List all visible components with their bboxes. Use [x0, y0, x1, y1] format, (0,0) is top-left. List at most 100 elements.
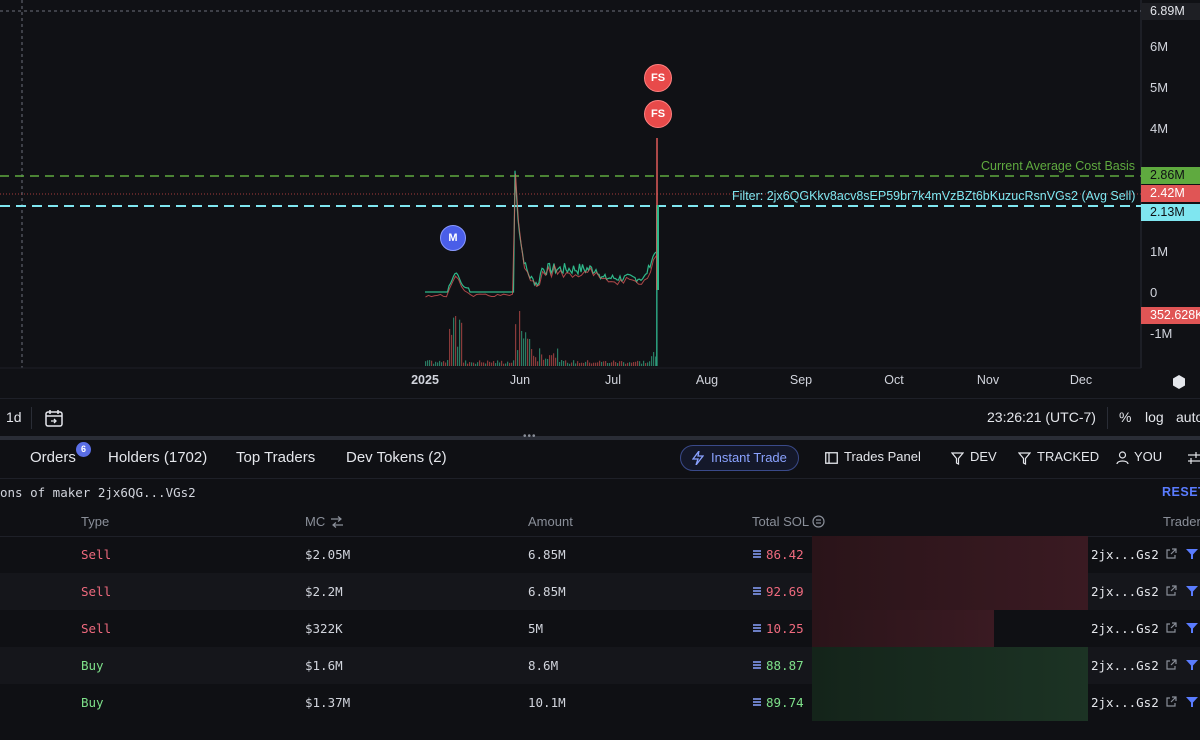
- volume-bar: [625, 363, 627, 366]
- price-chart[interactable]: 6.89M 2.86M 2.42M 2.13M 352.628K 6M 5M 4…: [0, 0, 1200, 398]
- cell-amount: 10.1M: [528, 695, 566, 710]
- y-axis-label: 4M: [1150, 121, 1169, 136]
- sliders-icon[interactable]: [1187, 451, 1200, 465]
- volume-bar: [551, 355, 553, 366]
- volume-bar: [469, 362, 471, 366]
- volume-bar: [489, 361, 491, 366]
- cell-trader[interactable]: 2jx...Gs2: [1091, 547, 1159, 562]
- chart-canvas[interactable]: [0, 0, 1200, 398]
- table-row[interactable]: Buy $1.37M 10.1M 89.74 2jx...Gs2: [0, 684, 1200, 721]
- volume-bar: [601, 361, 603, 366]
- volume-bar: [655, 356, 657, 366]
- volume-bar: [539, 348, 541, 366]
- volume-bar: [633, 362, 635, 366]
- cell-total-sol: 88.87: [766, 658, 804, 673]
- tabs-bar: Orders 6 Holders (1702) Top Traders Dev …: [0, 440, 1200, 479]
- volume-bar: [517, 350, 519, 366]
- external-link-icon[interactable]: [1165, 622, 1177, 634]
- volume-bar: [591, 363, 593, 366]
- fs-marker[interactable]: FS: [644, 100, 672, 128]
- tab-dev-tokens[interactable]: Dev Tokens (2): [346, 449, 447, 466]
- sol-volume-bar: [812, 684, 1088, 721]
- table-row[interactable]: Buy $1.6M 8.6M 88.87 2jx...Gs2: [0, 647, 1200, 684]
- header-mc[interactable]: MC: [305, 514, 326, 529]
- filter-trader-icon[interactable]: [1186, 622, 1198, 634]
- volume-bar: [581, 362, 583, 366]
- swap-icon[interactable]: [330, 516, 344, 528]
- volume-bar: [565, 360, 567, 366]
- percent-toggle[interactable]: %: [1119, 409, 1132, 425]
- tab-orders[interactable]: Orders: [30, 449, 76, 466]
- instant-trade-button[interactable]: Instant Trade: [680, 445, 799, 471]
- table-row[interactable]: Sell $2.05M 6.85M 86.42 2jx...Gs2: [0, 536, 1200, 573]
- you-filter-button[interactable]: YOU: [1134, 449, 1163, 464]
- filter-trader-icon[interactable]: [1186, 659, 1198, 671]
- header-trader[interactable]: Trader: [1163, 514, 1200, 529]
- external-link-icon[interactable]: [1165, 585, 1177, 597]
- auto-toggle[interactable]: auto: [1176, 409, 1200, 425]
- volume-bar: [479, 360, 481, 366]
- table-row[interactable]: Sell $2.2M 6.85M 92.69 2jx...Gs2: [0, 573, 1200, 610]
- volume-bar: [429, 360, 431, 366]
- filter-trader-icon[interactable]: [1186, 585, 1198, 597]
- volume-bar: [613, 360, 615, 366]
- volume-bar: [503, 363, 505, 366]
- sol-toggle-icon[interactable]: [812, 515, 825, 528]
- funnel-icon: [951, 452, 964, 465]
- sol-icon: [753, 661, 761, 669]
- cell-mc: $2.2M: [305, 584, 343, 599]
- fs-marker[interactable]: FS: [644, 64, 672, 92]
- volume-bar: [553, 353, 555, 366]
- cell-trader[interactable]: 2jx...Gs2: [1091, 658, 1159, 673]
- external-link-icon[interactable]: [1165, 659, 1177, 671]
- volume-bar: [599, 360, 601, 366]
- volume-bar: [593, 362, 595, 366]
- cell-type: Buy: [81, 695, 104, 710]
- volume-bar: [467, 363, 469, 366]
- cell-trader[interactable]: 2jx...Gs2: [1091, 621, 1159, 636]
- price-series: [425, 170, 657, 293]
- volume-bar: [649, 361, 651, 366]
- filter-trader-icon[interactable]: [1186, 548, 1198, 560]
- calendar-icon[interactable]: [44, 408, 64, 428]
- header-amount[interactable]: Amount: [528, 514, 573, 529]
- cell-trader[interactable]: 2jx...Gs2: [1091, 695, 1159, 710]
- volume-bar: [473, 362, 475, 366]
- header-total-sol[interactable]: Total SOL: [752, 514, 810, 529]
- volume-bar: [437, 362, 439, 366]
- dev-filter-button[interactable]: DEV: [970, 449, 997, 464]
- panel-resize-handle[interactable]: [0, 436, 1200, 440]
- volume-bar: [451, 334, 453, 366]
- chart-settings-icon[interactable]: [1171, 374, 1187, 390]
- volume-bar: [643, 360, 645, 366]
- external-link-icon[interactable]: [1165, 696, 1177, 708]
- volume-bar: [495, 363, 497, 366]
- log-toggle[interactable]: log: [1145, 409, 1164, 425]
- tracked-filter-button[interactable]: TRACKED: [1037, 449, 1100, 464]
- table-row[interactable]: Sell $322K 5M 10.25 2jx...Gs2: [0, 610, 1200, 647]
- volume-bar: [589, 362, 591, 366]
- cell-trader[interactable]: 2jx...Gs2: [1091, 584, 1159, 599]
- sol-icon: [753, 624, 761, 632]
- volume-bar: [635, 361, 637, 366]
- volume-bar: [651, 356, 653, 366]
- external-link-icon[interactable]: [1165, 548, 1177, 560]
- volume-bar: [453, 317, 455, 366]
- volume-bar: [647, 362, 649, 366]
- volume-bar: [619, 361, 621, 366]
- tab-top-traders[interactable]: Top Traders: [236, 449, 316, 466]
- price-series-down: [425, 173, 657, 298]
- volume-bar: [505, 363, 507, 366]
- interval-button[interactable]: 1d: [6, 409, 22, 425]
- header-type[interactable]: Type: [81, 514, 110, 529]
- drag-grip-icon[interactable]: •••: [523, 431, 537, 442]
- x-axis-label: Jul: [605, 373, 621, 387]
- price-axis-bg: [1141, 0, 1200, 368]
- m-marker[interactable]: M: [440, 225, 466, 251]
- tab-holders[interactable]: Holders (1702): [108, 449, 208, 466]
- trades-panel-button[interactable]: Trades Panel: [844, 449, 921, 464]
- filter-trader-icon[interactable]: [1186, 696, 1198, 708]
- cell-amount: 5M: [528, 621, 544, 636]
- volume-bar: [525, 332, 527, 366]
